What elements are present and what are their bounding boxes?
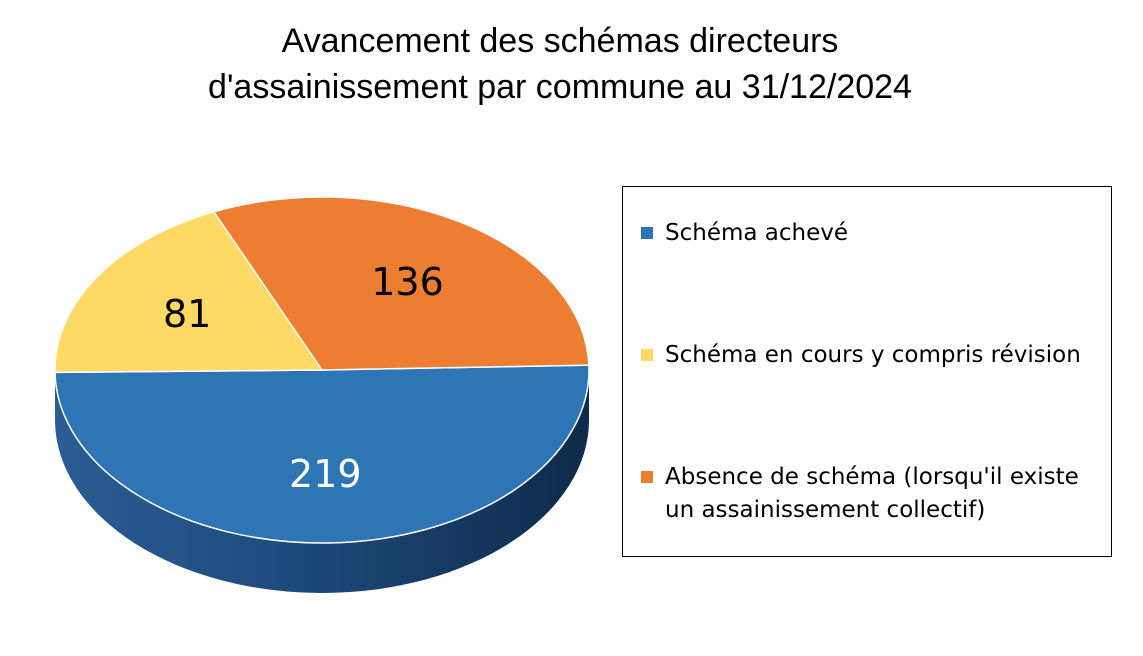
legend-item-acheve: Schéma achevé (641, 217, 1101, 250)
legend-label: Absence de schéma (lorsqu'il existe un a… (665, 464, 1079, 523)
chart-title-line-2: d'assainissement par commune au 31/12/20… (208, 68, 912, 106)
pie-labels: 219 81 136 (163, 260, 444, 496)
legend-item-en-cours: Schéma en cours y compris révision (641, 339, 1101, 372)
data-label-absence-schema: 136 (371, 260, 444, 304)
pie-slice-schema-en-cours (54, 210, 324, 374)
pie-slice-absence-schema (212, 196, 590, 371)
data-label-schema-en-cours: 81 (163, 292, 211, 336)
legend-swatch (641, 349, 653, 361)
pie-side-schema-acheve (55, 370, 590, 594)
legend-label: Schéma en cours y compris révision (665, 342, 1081, 368)
pie-slice-schema-acheve (54, 364, 590, 544)
legend-swatch (641, 471, 653, 483)
pie-tops (54, 196, 590, 544)
legend-label: Schéma achevé (665, 220, 849, 246)
chart-title-line-1: Avancement des schémas directeurs (281, 22, 839, 60)
data-label-schema-acheve: 219 (289, 452, 362, 496)
legend: Schéma achevé Schéma en cours y compris … (622, 186, 1112, 557)
legend-swatch (641, 227, 653, 239)
legend-item-absence: Absence de schéma (lorsqu'il existe un a… (641, 461, 1101, 527)
chart-title: Avancement des schémas directeurs d'assa… (60, 18, 1060, 110)
